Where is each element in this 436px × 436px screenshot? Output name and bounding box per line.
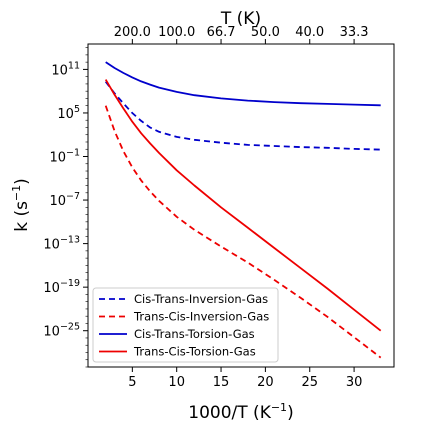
series-lines — [104, 61, 382, 359]
x-tick-label: 10 — [168, 375, 185, 390]
top-tick-label: 40.0 — [295, 25, 324, 40]
legend-label: Trans-Cis-Inversion-Gas — [133, 310, 269, 324]
plot-frame — [87, 43, 395, 368]
y-tick-label: 10−13 — [43, 235, 80, 253]
series-line-3 — [105, 61, 381, 107]
x-tick-label: 30 — [346, 375, 363, 390]
legend-label: Trans-Cis-Torsion-Gas — [133, 345, 256, 359]
y-tick-label: 10−1 — [49, 148, 80, 166]
x-axis-title: 1000/T (K−1) — [188, 401, 293, 423]
series-line-4 — [104, 79, 382, 332]
legend-label: Cis-Trans-Torsion-Gas — [134, 327, 255, 341]
top-tick-label: 100.0 — [158, 25, 195, 40]
y-tick-label: 1011 — [51, 60, 80, 78]
x-tick-label: 25 — [301, 375, 318, 390]
top-tick-label: 66.7 — [207, 25, 236, 40]
y-axis-title: k (s−1) — [10, 178, 32, 232]
top-tick-label: 50.0 — [251, 25, 280, 40]
legend-label: Cis-Trans-Inversion-Gas — [134, 292, 268, 306]
top-tick-label: 200.0 — [114, 25, 151, 40]
y-tick-label: 10−7 — [49, 191, 80, 209]
x-axis-title-exponent: −1 — [271, 401, 287, 414]
x-axis-ticks: 5 10 15 20 25 30 — [128, 367, 362, 390]
legend-box — [92, 287, 279, 363]
series-line-2 — [104, 105, 382, 359]
x-tick-label: 15 — [213, 375, 230, 390]
y-tick-label: 10−25 — [43, 322, 80, 340]
y-axis-title-exponent: −1 — [10, 185, 23, 201]
top-axis-ticks: 200.0 100.0 66.7 50.0 40.0 33.3 — [114, 25, 369, 44]
top-tick-label: 33.3 — [340, 25, 369, 40]
x-tick-label: 20 — [257, 375, 274, 390]
legend: Cis-Trans-Inversion-Gas Trans-Cis-Inversi… — [92, 287, 279, 363]
x-tick-label: 5 — [128, 375, 136, 390]
top-axis-title: T (K) — [220, 9, 261, 29]
series-line-1 — [104, 81, 381, 151]
y-tick-label: 10−19 — [43, 278, 80, 296]
y-axis-ticks: 1011 105 10−1 10−7 10−13 10−19 10−25 — [43, 47, 88, 368]
y-tick-label: 105 — [57, 104, 80, 122]
